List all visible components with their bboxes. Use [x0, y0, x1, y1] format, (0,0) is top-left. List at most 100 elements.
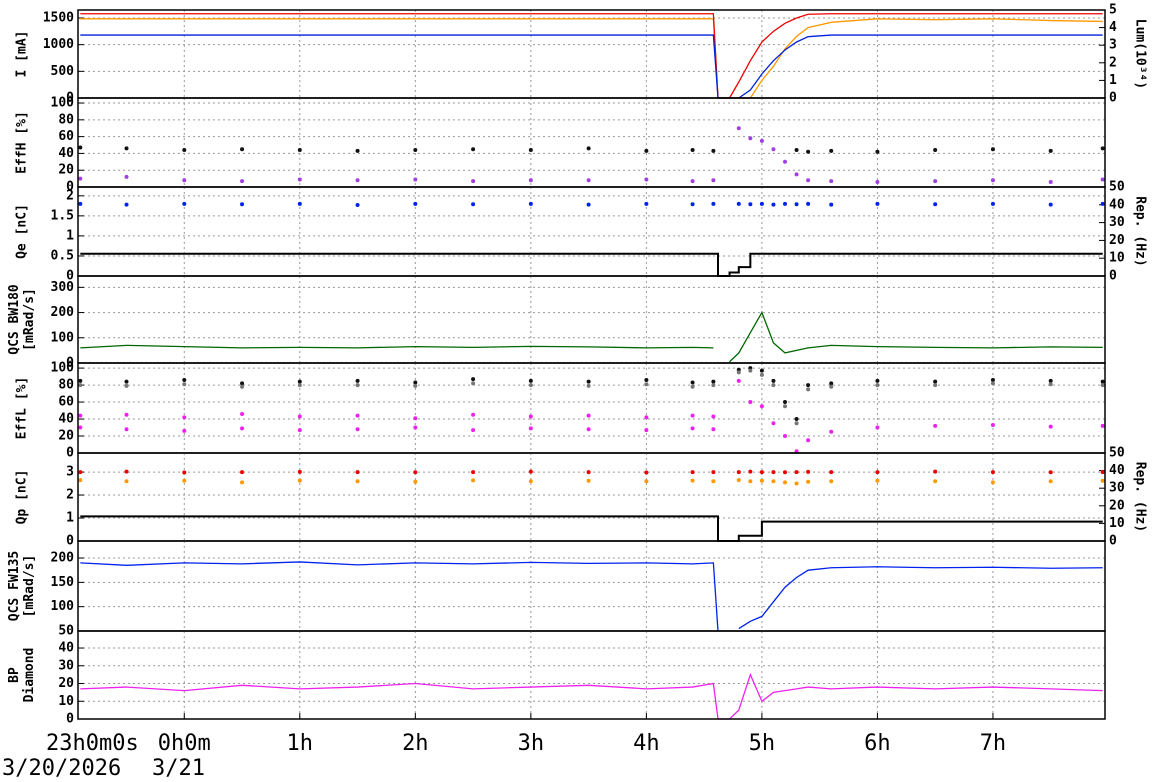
data-point: [528, 479, 533, 484]
data-point: [586, 379, 591, 384]
data-point: [933, 202, 938, 207]
data-point: [783, 470, 788, 475]
data-point: [1100, 423, 1105, 428]
y-axis-label: [mRad/s]: [22, 555, 37, 618]
y2-tick-label: 50: [1109, 446, 1125, 461]
data-point: [711, 201, 716, 206]
data-point: [240, 202, 245, 207]
data-point: [711, 479, 716, 484]
data-point: [297, 469, 302, 474]
data-point: [771, 378, 776, 383]
data-point: [711, 414, 716, 419]
data-point: [933, 148, 938, 153]
data-point: [297, 478, 302, 483]
data-point: [771, 470, 776, 475]
data-point: [711, 178, 716, 183]
y2-tick-label: 0: [1109, 91, 1117, 106]
data-point: [240, 480, 245, 485]
data-point: [182, 470, 187, 475]
data-point: [586, 202, 591, 207]
y-tick-label: 50: [58, 624, 74, 639]
data-point: [1048, 470, 1053, 475]
data-point: [690, 413, 695, 418]
data-point: [78, 201, 83, 206]
data-point: [829, 384, 834, 389]
data-point: [806, 383, 811, 388]
y-tick-label: 1: [66, 511, 74, 526]
panel-frame: [77, 275, 1106, 364]
data-point: [736, 370, 741, 375]
data-point: [933, 379, 938, 384]
date-label: 3/20/2026: [2, 756, 121, 781]
data-point: [413, 148, 418, 153]
y-tick-label: 80: [58, 112, 74, 127]
data-point: [413, 380, 418, 385]
y-tick-label: 60: [58, 129, 74, 144]
data-point: [711, 470, 716, 475]
y-tick-label: 500: [51, 64, 75, 79]
data-point: [355, 203, 360, 208]
data-point: [644, 470, 649, 475]
data-point: [528, 469, 533, 474]
y-tick-label: 60: [58, 395, 74, 410]
data-point: [875, 179, 880, 184]
y-tick-label: 20: [58, 163, 74, 178]
data-point: [736, 126, 741, 131]
data-point: [806, 438, 811, 443]
x-tick-label: 4h: [633, 731, 660, 756]
data-point: [748, 479, 753, 484]
data-point: [528, 383, 533, 388]
data-point: [783, 404, 788, 409]
y-tick-label: 100: [51, 96, 75, 111]
data-point: [644, 201, 649, 206]
data-point: [471, 428, 476, 433]
y-tick-label: 20: [58, 429, 74, 444]
data-point: [644, 382, 649, 387]
data-point: [783, 480, 788, 485]
data-point: [355, 148, 360, 153]
y-tick-label: 40: [58, 412, 74, 427]
y-tick-label: 2: [66, 488, 74, 503]
y-tick-label: 0: [66, 534, 74, 549]
data-point: [748, 400, 753, 405]
data-point: [413, 470, 418, 475]
data-point: [736, 478, 741, 483]
y-tick-label: 0: [66, 356, 74, 371]
data-point: [124, 479, 129, 484]
y-tick-label: 40: [58, 641, 74, 656]
data-point: [240, 411, 245, 416]
panel-frame: [77, 97, 1106, 188]
data-point: [783, 434, 788, 439]
y-tick-label: 150: [51, 575, 75, 590]
y-tick-label: 2: [66, 188, 74, 203]
data-point: [528, 148, 533, 153]
data-point: [528, 378, 533, 383]
data-point: [759, 372, 764, 377]
data-point: [690, 148, 695, 153]
data-point: [1048, 148, 1053, 153]
y-axis-label: Qp [nC]: [15, 470, 30, 525]
data-point: [297, 383, 302, 388]
data-point: [690, 470, 695, 475]
y2-tick-label: 10: [1109, 251, 1125, 266]
data-point: [748, 368, 753, 373]
data-point: [528, 414, 533, 419]
y-tick-label: 1000: [43, 37, 74, 52]
data-point: [1048, 424, 1053, 429]
data-point: [644, 479, 649, 484]
y2-tick-label: 40: [1109, 463, 1125, 478]
data-point: [1048, 479, 1053, 484]
data-line: [80, 515, 1103, 542]
data-point: [413, 177, 418, 182]
data-point: [783, 400, 788, 405]
data-point: [829, 148, 834, 153]
data-point: [355, 383, 360, 388]
data-point: [990, 147, 995, 152]
data-point: [783, 159, 788, 164]
data-point: [933, 479, 938, 484]
y-tick-label: 0: [66, 269, 74, 284]
y-tick-label: 1500: [43, 11, 74, 26]
data-point: [297, 177, 302, 182]
data-point: [124, 146, 129, 151]
panel-frame: [77, 186, 1106, 277]
